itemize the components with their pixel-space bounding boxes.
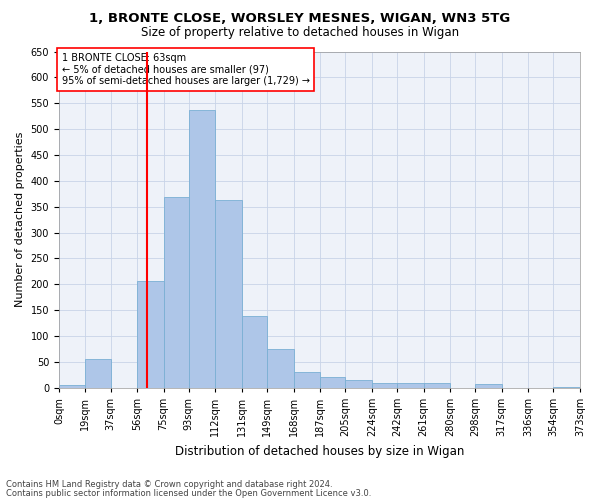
Text: 1 BRONTE CLOSE: 63sqm
← 5% of detached houses are smaller (97)
95% of semi-detac: 1 BRONTE CLOSE: 63sqm ← 5% of detached h…	[62, 53, 310, 86]
Bar	[424, 382, 450, 388]
Bar	[320, 378, 345, 388]
Bar	[215, 200, 242, 388]
Bar	[397, 382, 424, 388]
Text: Contains HM Land Registry data © Crown copyright and database right 2024.: Contains HM Land Registry data © Crown c…	[6, 480, 332, 489]
Bar	[372, 382, 397, 388]
Bar	[59, 384, 85, 388]
Bar	[189, 110, 215, 388]
Bar	[345, 380, 372, 388]
Text: Contains public sector information licensed under the Open Government Licence v3: Contains public sector information licen…	[6, 489, 371, 498]
Bar	[85, 360, 110, 388]
Y-axis label: Number of detached properties: Number of detached properties	[15, 132, 25, 308]
Bar	[475, 384, 502, 388]
Bar	[293, 372, 320, 388]
Bar	[137, 280, 164, 388]
Bar	[164, 198, 189, 388]
Bar	[242, 316, 267, 388]
Text: Size of property relative to detached houses in Wigan: Size of property relative to detached ho…	[141, 26, 459, 39]
X-axis label: Distribution of detached houses by size in Wigan: Distribution of detached houses by size …	[175, 444, 464, 458]
Text: 1, BRONTE CLOSE, WORSLEY MESNES, WIGAN, WN3 5TG: 1, BRONTE CLOSE, WORSLEY MESNES, WIGAN, …	[89, 12, 511, 26]
Bar	[553, 386, 580, 388]
Bar	[267, 349, 293, 388]
